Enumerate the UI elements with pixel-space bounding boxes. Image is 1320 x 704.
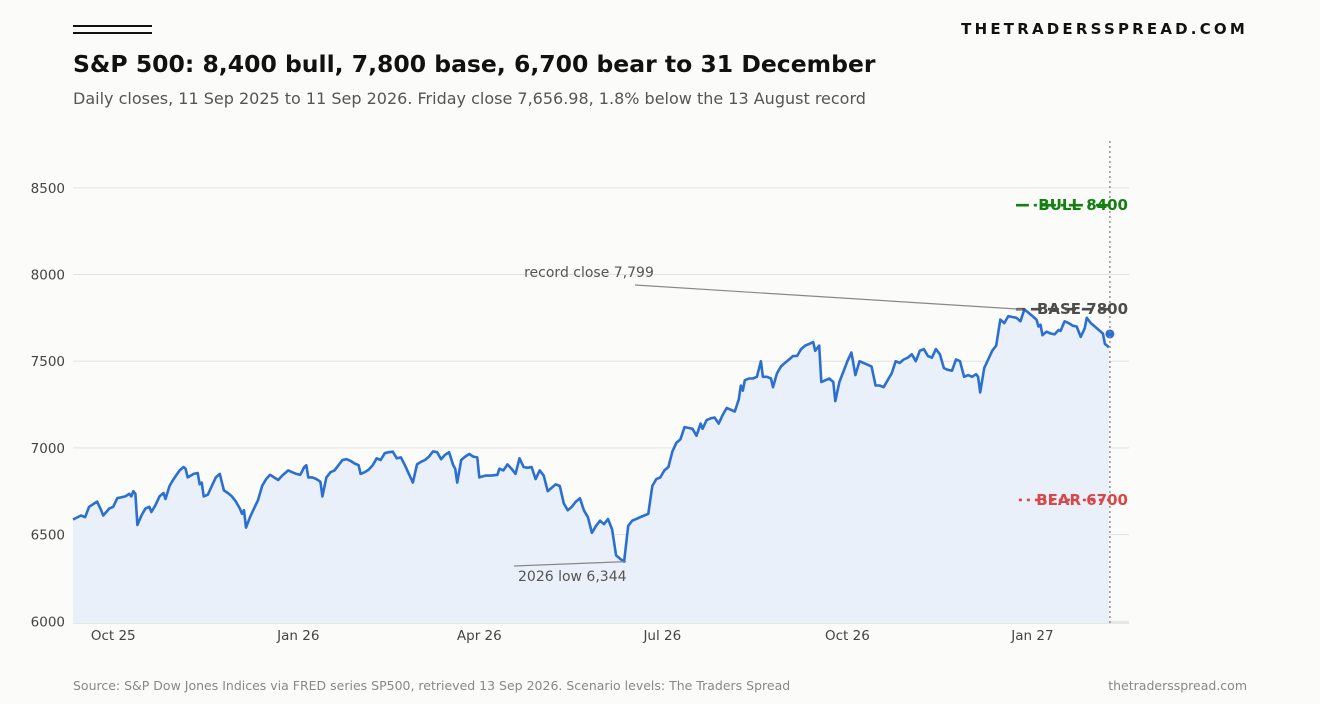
last-close-marker: [1105, 329, 1115, 339]
chart-subtitle: Daily closes, 11 Sep 2025 to 11 Sep 2026…: [73, 89, 866, 108]
brand-name: THETRADERSSPREAD.COM: [961, 20, 1248, 38]
low-leader-line: [513, 561, 627, 567]
x-tick-label: Oct 25: [91, 628, 136, 644]
y-tick-label: 8000: [31, 268, 65, 284]
area-fill: [73, 309, 1109, 623]
record-annotation: record close 7,799: [524, 265, 654, 281]
header-rule-bottom: [73, 32, 152, 34]
x-tick-label: Jan 27: [1010, 628, 1053, 644]
scenario-label: BEAR 6700: [1036, 491, 1128, 509]
y-tick-label: 6000: [31, 614, 65, 630]
chart-title: S&P 500: 8,400 bull, 7,800 base, 6,700 b…: [73, 50, 876, 78]
low-annotation: 2026 low 6,344: [518, 569, 627, 585]
x-tick-label: Oct 26: [825, 628, 870, 644]
y-tick-label: 7000: [31, 441, 65, 457]
series-layer: [72, 308, 1115, 563]
sp500-line: [72, 308, 1110, 563]
scenario-label: BASE 7800: [1037, 300, 1128, 318]
y-tick-label: 6500: [31, 528, 65, 544]
x-tick-label: Jul 26: [642, 628, 681, 644]
header-rule-top: [73, 25, 152, 27]
y-tick-label: 7500: [31, 354, 65, 370]
x-axis: Oct 25 Jan 26 Apr 26 Jul 26 Oct 26 Jan 27: [91, 628, 1054, 644]
scenario-layer: BULL 8400 BASE 7800 BEAR 6700: [1016, 141, 1128, 623]
site-url: thetradersspread.com: [1108, 678, 1247, 693]
scenario-label: BULL 8400: [1038, 196, 1128, 214]
y-axis: 6000 6500 7000 7500 8000 8500: [31, 181, 65, 630]
annotation-layer: record close 7,799 2026 low 6,344: [513, 265, 1023, 585]
y-tick-label: 8500: [31, 181, 65, 197]
x-tick-label: Jan 26: [276, 628, 319, 644]
x-tick-label: Apr 26: [457, 628, 502, 644]
record-leader-line: [634, 284, 1023, 310]
area-under-line: [73, 309, 1109, 623]
source-note: Source: S&P Dow Jones Indices via FRED s…: [73, 678, 791, 693]
